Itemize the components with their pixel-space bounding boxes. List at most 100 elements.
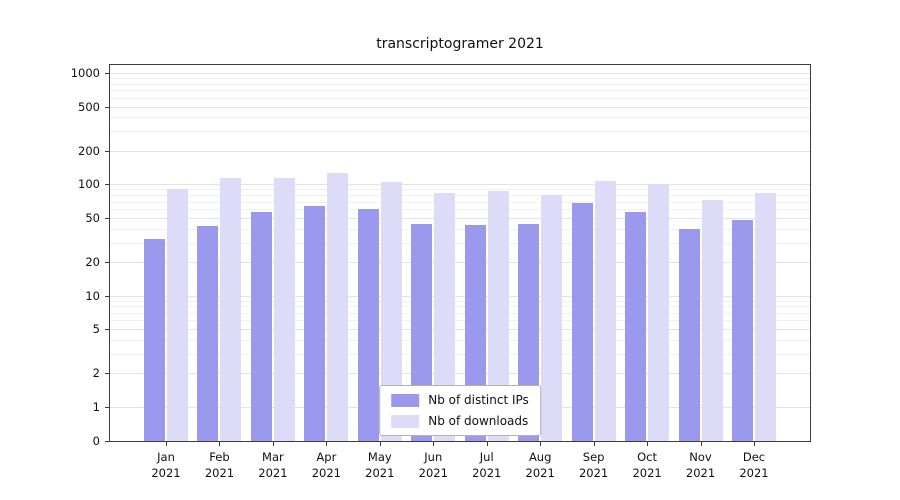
gridline-major bbox=[110, 184, 810, 186]
y-tick-label: 20 bbox=[85, 255, 100, 270]
y-tick-mark bbox=[105, 407, 110, 408]
bar-downloads bbox=[701, 200, 723, 441]
gridline-minor bbox=[110, 83, 810, 85]
x-tick-mark bbox=[379, 442, 381, 446]
bar-downloads bbox=[167, 189, 188, 441]
x-tick-mark bbox=[486, 442, 488, 446]
y-tick-label: 200 bbox=[78, 143, 100, 158]
y-tick-mark bbox=[105, 373, 110, 375]
y-tick-mark bbox=[105, 441, 110, 442]
y-tick-mark bbox=[105, 262, 110, 264]
legend-swatch-distinct-ips bbox=[391, 393, 420, 407]
bar-distinct-ips bbox=[357, 209, 379, 441]
gridline-minor bbox=[110, 242, 810, 244]
chart-title: transcriptogramer 2021 bbox=[376, 36, 544, 52]
gridline-minor bbox=[110, 312, 810, 314]
gridline-major bbox=[110, 73, 810, 74]
bar-distinct-ips bbox=[144, 239, 165, 441]
bar-downloads bbox=[755, 193, 776, 441]
x-tick-mark bbox=[647, 442, 649, 446]
x-tick-mark bbox=[166, 442, 167, 446]
gridline-minor bbox=[110, 189, 810, 191]
bars-layer bbox=[110, 65, 810, 441]
bar-distinct-ips bbox=[304, 205, 326, 441]
x-tick-label: Sep 2021 bbox=[578, 450, 609, 480]
y-tick-label: 1000 bbox=[70, 66, 100, 80]
y-tick-label: 2 bbox=[92, 366, 100, 381]
y-axis: 0 1 2 5 10 20 50 100 200 500 1000 bbox=[0, 65, 100, 448]
x-axis: Jan 2021 Feb 2021 Mar 2021 Apr 2021 May 2021 Jun 20… bbox=[110, 442, 810, 490]
gridline-minor bbox=[110, 195, 810, 197]
x-tick-label: Dec 2021 bbox=[739, 450, 769, 480]
x-tick-label: Jun 2021 bbox=[418, 450, 448, 480]
bar-downloads bbox=[327, 172, 349, 441]
x-tick-label: Nov 2021 bbox=[685, 450, 716, 480]
y-tick-mark bbox=[105, 217, 110, 219]
legend-label-downloads: Nb of downloads bbox=[428, 414, 529, 428]
gridline-minor bbox=[110, 339, 810, 341]
y-tick-label: 500 bbox=[78, 99, 100, 114]
gridline-major bbox=[110, 295, 810, 297]
x-tick-mark bbox=[326, 442, 328, 446]
gridline-minor bbox=[110, 209, 810, 211]
bar-distinct-ips bbox=[197, 226, 219, 441]
y-tick-mark bbox=[105, 184, 110, 186]
y-tick-label: 10 bbox=[85, 288, 100, 303]
bar-downloads bbox=[380, 181, 402, 441]
bar-downloads bbox=[487, 190, 509, 441]
gridline-minor bbox=[110, 97, 810, 99]
gridline-minor bbox=[110, 353, 810, 355]
gridline-minor bbox=[110, 320, 810, 322]
y-tick-mark bbox=[105, 295, 110, 297]
gridline-major bbox=[110, 373, 810, 375]
x-tick-mark bbox=[272, 442, 274, 446]
x-tick-mark bbox=[754, 442, 755, 446]
x-tick-mark bbox=[219, 442, 221, 446]
bar-downloads bbox=[434, 193, 456, 441]
bar-distinct-ips bbox=[571, 202, 593, 441]
y-tick-label: 0 bbox=[92, 434, 100, 448]
legend: Nb of distinct IPs Nb of downloads bbox=[379, 385, 541, 436]
gridline-major bbox=[110, 217, 810, 219]
plot-area: Nb of distinct IPs Nb of downloads bbox=[105, 64, 811, 442]
x-tick-label: Jul 2021 bbox=[472, 450, 502, 480]
bar-distinct-ips bbox=[250, 211, 272, 441]
y-tick-label: 1 bbox=[92, 400, 100, 414]
gridline-minor bbox=[110, 78, 810, 80]
y-tick-mark bbox=[105, 150, 110, 152]
legend-item-distinct-ips: Nb of distinct IPs bbox=[391, 393, 529, 407]
bar-downloads bbox=[648, 184, 670, 441]
x-tick-label: Feb 2021 bbox=[204, 450, 235, 480]
gridline-minor bbox=[110, 300, 810, 302]
x-tick-mark bbox=[540, 442, 542, 446]
bar-downloads bbox=[594, 180, 616, 441]
gridline-minor bbox=[110, 306, 810, 308]
x-tick-mark bbox=[593, 442, 595, 446]
bar-distinct-ips bbox=[678, 228, 700, 441]
legend-label-distinct-ips: Nb of distinct IPs bbox=[428, 393, 529, 407]
x-tick-mark bbox=[433, 442, 435, 446]
y-tick-mark bbox=[105, 73, 110, 74]
x-tick-mark bbox=[700, 442, 702, 446]
gridline-major bbox=[110, 262, 810, 264]
bar-downloads bbox=[220, 177, 242, 441]
gridline-major bbox=[110, 329, 810, 331]
y-tick-mark bbox=[105, 106, 110, 108]
gridline-minor bbox=[110, 90, 810, 92]
y-tick-mark bbox=[105, 329, 110, 331]
x-tick-label: Jan 2021 bbox=[151, 450, 181, 480]
y-tick-label: 5 bbox=[92, 322, 100, 337]
x-tick-label: Aug 2021 bbox=[525, 450, 555, 480]
legend-item-downloads: Nb of downloads bbox=[391, 414, 529, 428]
bar-downloads bbox=[541, 195, 563, 441]
gridline-minor bbox=[110, 228, 810, 230]
y-tick-label: 50 bbox=[85, 210, 100, 225]
gridline-minor bbox=[110, 117, 810, 119]
legend-swatch-downloads bbox=[391, 414, 420, 428]
x-tick-label: May 2021 bbox=[365, 450, 395, 480]
x-tick-label: Oct 2021 bbox=[632, 450, 662, 480]
bar-downloads bbox=[273, 177, 295, 441]
gridline-major bbox=[110, 150, 810, 152]
bar-distinct-ips bbox=[625, 212, 647, 441]
